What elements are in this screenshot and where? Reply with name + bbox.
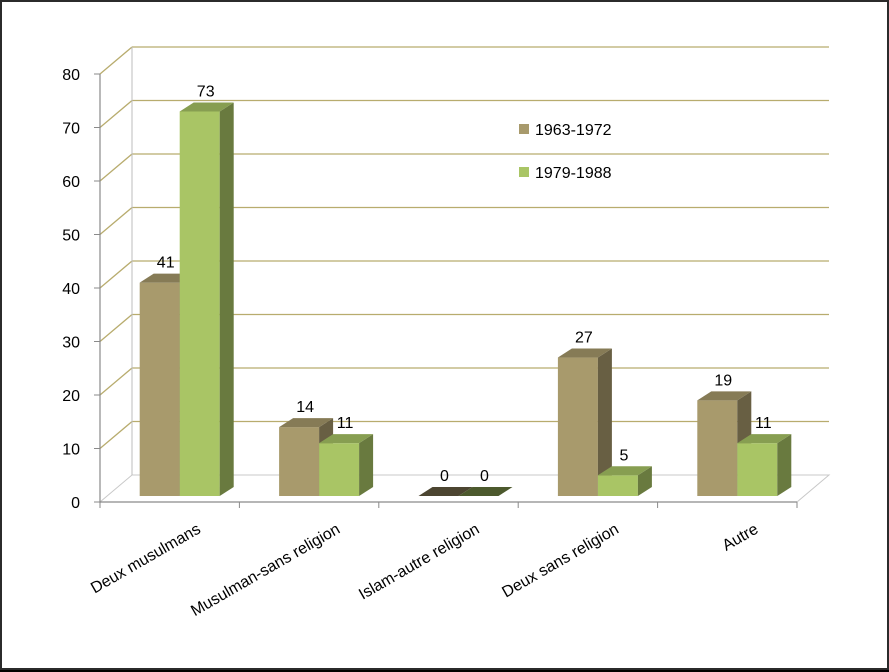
bar-top [319,434,374,444]
legend-label: 1979-1988 [535,165,612,182]
bar-top [697,391,752,401]
gridline-diagonal [99,367,133,396]
x-category-label: Autre [720,521,762,555]
bar-top [557,348,612,358]
bar-top [279,418,334,428]
bar-top [179,102,234,112]
y-tick-label: 60 [62,174,80,191]
gridline-diagonal [99,46,133,75]
data-label: 19 [714,372,732,389]
data-label: 11 [337,415,354,432]
bar-top [458,487,513,496]
y-tick-label: 70 [62,121,80,138]
y-tick-label: 80 [62,67,80,84]
bar-side [597,348,612,496]
bar-1 [418,487,473,496]
gridline-diagonal [99,207,133,235]
x-category-label: Deux sans religion [499,521,621,602]
data-label: 41 [157,255,175,272]
y-tick-label: 20 [62,388,80,405]
data-label: 73 [197,83,215,100]
bar-front [557,357,598,496]
bar-front [737,443,778,496]
bar-front [597,475,638,496]
bar-side [777,434,792,496]
bar-top [418,487,473,496]
legend-swatch [519,167,529,177]
x-category-label: Islam-autre religion [356,521,482,604]
data-label: 11 [755,415,772,432]
y-tick-label: 0 [71,495,80,512]
bar-top [737,434,792,444]
bar-front [279,427,320,496]
data-label: 27 [575,330,593,347]
x-category-label: Deux musulmans [88,521,204,598]
gridline-diagonal [99,260,133,289]
y-tick-label: 50 [62,228,80,245]
bar-front [139,282,180,496]
bar-2 [458,487,513,496]
gridline-diagonal [99,100,133,128]
data-label: 0 [440,468,449,485]
y-tick-label: 10 [62,442,80,459]
x-category-label: Musulman-sans religion [188,521,343,620]
bar-2 [179,102,234,496]
gridline-diagonal [99,314,133,342]
bar-2 [319,434,374,496]
data-label: 14 [296,399,314,416]
bar-1 [557,348,612,496]
bar-side [219,102,234,496]
bar-side [637,466,652,496]
gridline-diagonal [99,153,133,182]
bar-front [179,111,220,496]
y-tick-label: 30 [62,335,80,352]
bar-front [319,443,360,496]
data-label: 0 [480,468,489,485]
bar-2 [597,466,652,496]
gridline-diagonal [99,421,133,449]
legend-label: 1963-1972 [535,122,612,139]
bar-top [597,466,652,476]
bar-2 [737,434,792,496]
legend-swatch [519,124,529,134]
y-tick-label: 40 [62,281,80,298]
bar-side [359,434,374,496]
data-label: 5 [619,447,628,464]
bar-front [697,400,738,496]
